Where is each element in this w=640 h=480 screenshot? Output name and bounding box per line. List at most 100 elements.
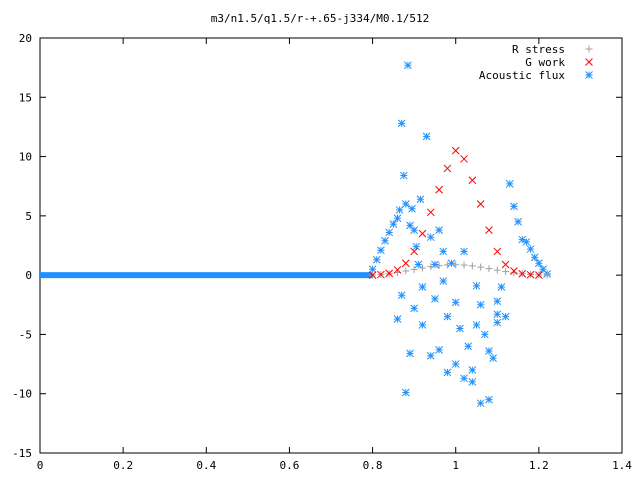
data-point <box>406 349 414 358</box>
data-point <box>510 267 518 275</box>
data-point <box>443 164 452 173</box>
data-point <box>397 291 406 300</box>
data-point <box>460 155 468 163</box>
data-point <box>485 226 493 234</box>
y-tick-label: 0 <box>25 269 32 282</box>
data-point <box>377 246 385 255</box>
data-point <box>395 206 404 214</box>
data-point <box>452 261 460 269</box>
marks-group <box>40 61 552 408</box>
data-point <box>493 318 502 327</box>
data-point <box>535 271 543 279</box>
data-point <box>489 354 497 362</box>
x-tick-label: 1 <box>452 459 459 472</box>
data-point <box>447 259 456 268</box>
data-point <box>414 260 423 269</box>
legend-marker <box>585 58 593 66</box>
data-point <box>443 368 452 377</box>
y-tick-label: -15 <box>12 447 32 460</box>
data-point <box>410 304 418 313</box>
data-point <box>408 204 416 213</box>
data-point <box>530 253 539 262</box>
y-tick-label: 5 <box>25 210 32 223</box>
data-point <box>401 259 410 268</box>
data-point <box>435 226 443 234</box>
data-point <box>385 228 394 237</box>
data-point <box>493 310 502 319</box>
y-tick-label: 15 <box>19 91 32 104</box>
data-point <box>501 312 510 321</box>
data-point <box>497 283 506 291</box>
data-point <box>401 388 410 397</box>
data-point <box>476 399 485 408</box>
legend-label: G work <box>525 56 565 69</box>
data-point <box>410 247 418 256</box>
data-point <box>397 119 406 128</box>
data-point <box>493 247 502 256</box>
y-tick-label: -10 <box>12 388 32 401</box>
acoustic-flux-baseline <box>40 272 373 279</box>
y-tick-label: 20 <box>19 32 32 45</box>
data-point <box>514 217 522 226</box>
data-point <box>410 226 418 234</box>
series-r-stress <box>369 261 551 279</box>
data-point <box>477 263 485 271</box>
data-point <box>539 265 547 274</box>
data-point <box>439 277 448 285</box>
plot-frame <box>39 37 623 454</box>
data-point <box>485 395 493 404</box>
data-point <box>460 247 468 256</box>
data-point <box>372 255 381 264</box>
x-tick-label: 0 <box>37 459 44 472</box>
data-point <box>422 132 431 141</box>
y-tick-label: 10 <box>19 151 32 164</box>
x-tick-label: 0.4 <box>196 459 216 472</box>
data-point <box>493 266 501 274</box>
data-point <box>472 321 481 329</box>
data-point <box>401 200 410 208</box>
data-point <box>418 264 426 272</box>
data-point <box>502 268 510 276</box>
data-point <box>431 295 439 303</box>
data-point <box>435 262 443 270</box>
data-point <box>410 265 418 273</box>
data-point <box>460 261 468 269</box>
data-point <box>435 345 443 354</box>
data-point <box>389 220 398 229</box>
data-point <box>443 261 451 269</box>
data-point <box>368 265 377 274</box>
data-point <box>418 229 427 238</box>
data-point <box>393 214 402 223</box>
data-point <box>426 351 435 360</box>
series-acoustic-flux <box>40 61 552 408</box>
data-point <box>451 360 460 368</box>
chart-title: m3/n1.5/q1.5/r-+.65-j334/M0.1/512 <box>211 12 430 25</box>
data-point <box>418 321 427 329</box>
data-point <box>427 263 435 271</box>
data-point <box>451 298 460 307</box>
data-point <box>426 233 435 242</box>
data-point <box>476 300 485 309</box>
data-point <box>468 366 477 374</box>
data-point <box>485 347 493 355</box>
legend-marker <box>585 45 593 53</box>
data-point <box>526 245 535 253</box>
data-point <box>510 202 518 211</box>
data-point <box>399 171 408 180</box>
data-point <box>456 324 464 333</box>
data-point <box>402 267 410 275</box>
legend-marker <box>585 71 593 79</box>
data-point <box>543 271 551 279</box>
data-point <box>476 200 485 208</box>
x-tick-label: 0.2 <box>113 459 133 472</box>
data-point <box>435 185 443 194</box>
data-point <box>468 378 477 386</box>
data-point <box>393 315 402 323</box>
x-tick-label: 1.4 <box>612 459 632 472</box>
data-point <box>468 262 476 270</box>
series-g-work <box>368 146 543 279</box>
data-point <box>451 146 460 155</box>
data-point <box>404 61 412 70</box>
